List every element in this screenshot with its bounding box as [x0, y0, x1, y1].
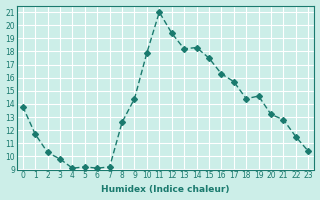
X-axis label: Humidex (Indice chaleur): Humidex (Indice chaleur) — [101, 185, 230, 194]
